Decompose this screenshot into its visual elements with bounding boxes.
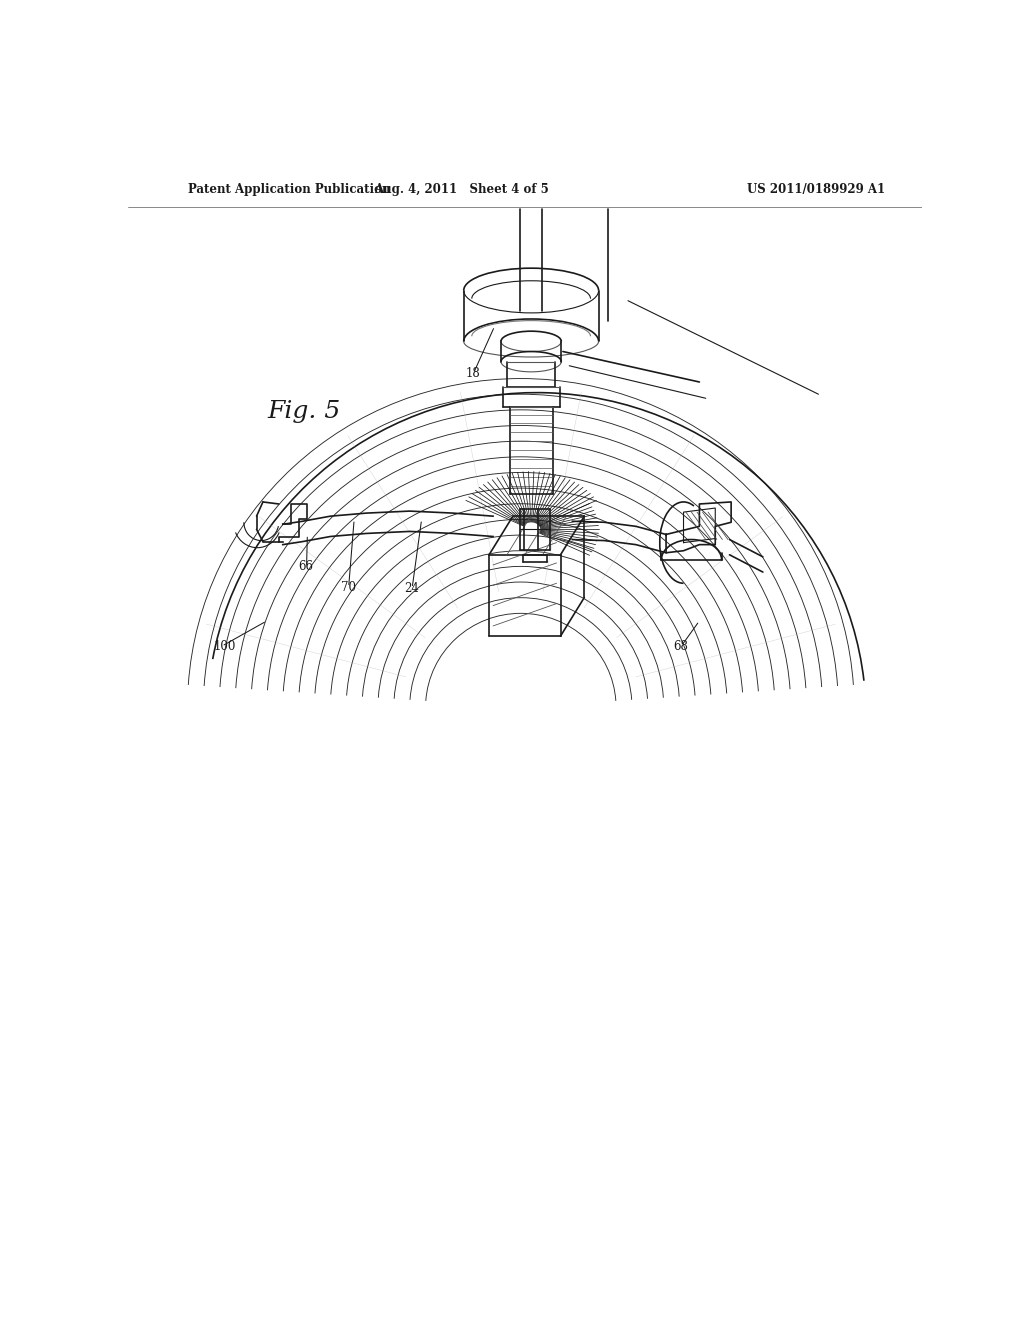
Text: Patent Application Publication: Patent Application Publication xyxy=(187,183,390,197)
Text: 18: 18 xyxy=(465,367,480,380)
Text: 24: 24 xyxy=(404,582,419,595)
Text: 100: 100 xyxy=(214,640,237,653)
Text: 70: 70 xyxy=(341,581,355,594)
Text: Aug. 4, 2011   Sheet 4 of 5: Aug. 4, 2011 Sheet 4 of 5 xyxy=(374,183,549,197)
Text: 66: 66 xyxy=(299,561,313,573)
Text: 68: 68 xyxy=(673,640,688,653)
Text: Fig. 5: Fig. 5 xyxy=(267,400,340,422)
Text: US 2011/0189929 A1: US 2011/0189929 A1 xyxy=(748,183,885,197)
